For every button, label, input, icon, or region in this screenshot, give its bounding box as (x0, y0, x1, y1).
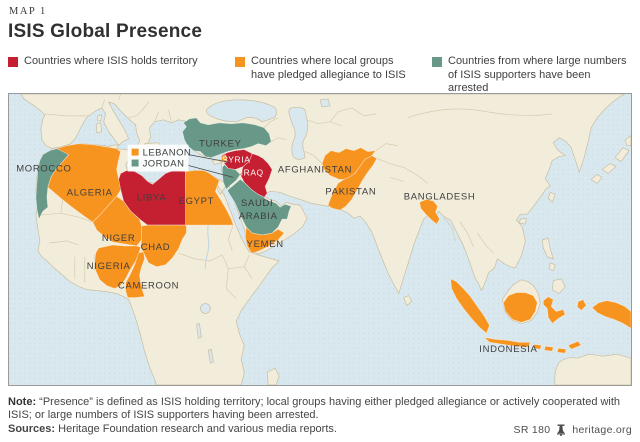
note-label: Note: (8, 396, 37, 408)
callout-swatch-jordan (131, 159, 139, 167)
aral-sea (319, 98, 331, 108)
country-egypt (185, 170, 234, 226)
lake-tanganyika (196, 323, 202, 339)
country-chad (140, 224, 187, 268)
legend-label-arrested: Countries from where large numbers of IS… (448, 55, 627, 94)
legend-label-pledged: Countries where local groups have pledge… (251, 55, 406, 81)
island-corsica (97, 114, 103, 122)
caspian-sea (288, 106, 309, 160)
country-indonesia-papua (591, 300, 631, 329)
country-label-yemen: YEMEN (247, 239, 284, 250)
country-yemen (244, 226, 285, 254)
country-borders (38, 94, 553, 299)
island-sardinia (96, 122, 103, 134)
note-text: “Presence” is defined as ISIS holding te… (8, 396, 621, 421)
island-taiwan (547, 191, 556, 203)
country-afghanistan (321, 147, 377, 180)
island-luzon (541, 237, 554, 260)
island-honshu-south (601, 163, 617, 174)
lake-victoria (200, 303, 211, 314)
country-label-afghanistan: AFGHANISTAN (278, 164, 352, 175)
country-label-algeria: ALGERIA (67, 187, 113, 198)
country-label-arabia: ARABIA (239, 211, 278, 222)
country-label-niger: NIGER (102, 233, 135, 244)
legend-item-pledged: Countries where local groups have pledge… (235, 55, 415, 82)
island-visayas (548, 262, 556, 272)
map-number-label: MAP 1 (9, 6, 47, 17)
legend-swatch-arrested (432, 57, 442, 67)
island-mindanao (551, 278, 566, 294)
legend-item-arrested: Countries from where large numbers of IS… (432, 55, 632, 96)
country-label-morocco: MOROCCO (16, 163, 71, 174)
heritage-bell-icon (557, 424, 566, 436)
black-sea (205, 99, 277, 123)
island-honshu-north (614, 147, 630, 162)
sources-text: Heritage Foundation research and various… (55, 423, 337, 435)
country-indonesia-sumatra (450, 278, 490, 334)
country-label-bangladesh: BANGLADESH (404, 191, 476, 202)
legend: Countries where ISIS holds territory Cou… (0, 55, 640, 94)
callout-label-lebanon: LEBANON (143, 148, 192, 159)
island-kyushu (590, 174, 603, 184)
country-label-saudi: SAUDI (241, 198, 273, 209)
country-indonesia-kalimantan (503, 292, 538, 323)
note: Note: “Presence” is defined as ISIS hold… (8, 396, 624, 421)
island-hainan (519, 217, 527, 225)
country-label-chad: CHAD (141, 242, 171, 253)
country-indonesia-bali-lombok (533, 343, 567, 354)
highlighted-countries (35, 117, 631, 354)
report-id: SR 180 (513, 424, 551, 436)
country-pakistan (327, 155, 378, 211)
callout-line-jordan (188, 165, 234, 178)
country-label-syria: SYRIA (222, 155, 250, 165)
page-title: ISIS Global Presence (8, 21, 203, 42)
world-map-svg: MOROCCO ALGERIA LIBYA EGYPT NIGER CHAD NIGERIA… (9, 94, 631, 385)
country-label-libya: LIBYA (137, 192, 167, 203)
landmass-afro-eurasia (20, 94, 626, 385)
country-indonesia-java (484, 337, 531, 348)
legend-label-territory: Countries where ISIS holds territory (24, 55, 198, 67)
legend-item-territory: Countries where ISIS holds territory (8, 55, 223, 69)
footer-right: SR 180 heritage.org (514, 424, 632, 436)
country-label-nigeria: NIGERIA (87, 261, 131, 272)
lebanon-jordan-callout: LEBANON JORDAN (127, 144, 234, 178)
country-label-iraq: IRAQ (241, 167, 264, 177)
callout-line-lebanon (188, 154, 231, 163)
country-indonesia-timor (567, 341, 582, 350)
island-madagascar (266, 367, 280, 385)
island-sri-lanka (403, 295, 413, 306)
country-labels: MOROCCO ALGERIA LIBYA EGYPT NIGER CHAD NIGERIA… (16, 139, 537, 356)
callout-swatch-lebanon (131, 148, 139, 156)
inland-seas (137, 98, 331, 364)
site-url: heritage.org (572, 424, 632, 436)
sources-label: Sources: (8, 423, 56, 435)
country-label-turkey: TURKEY (199, 139, 242, 150)
callout-label-jordan: JORDAN (143, 159, 185, 170)
country-label-pakistan: PAKISTAN (325, 186, 376, 197)
country-label-cameroon: CAMEROON (118, 281, 179, 292)
country-label-indonesia: INDONESIA (479, 344, 537, 355)
country-bangladesh (419, 198, 440, 225)
country-cameroon (125, 251, 145, 298)
legend-swatch-territory (8, 57, 18, 67)
country-indonesia-halmahera (576, 299, 587, 311)
country-label-egypt: EGYPT (179, 196, 215, 207)
island-hokkaido (624, 135, 631, 146)
australia (554, 353, 631, 385)
sources: Sources: Heritage Foundation research an… (8, 423, 624, 435)
country-nigeria (94, 244, 141, 289)
legend-swatch-pledged (235, 57, 245, 67)
world-map: MOROCCO ALGERIA LIBYA EGYPT NIGER CHAD NIGERIA… (8, 93, 632, 386)
country-turkey (182, 117, 272, 158)
country-indonesia-sulawesi (542, 296, 566, 324)
lake-malawi (208, 348, 214, 364)
